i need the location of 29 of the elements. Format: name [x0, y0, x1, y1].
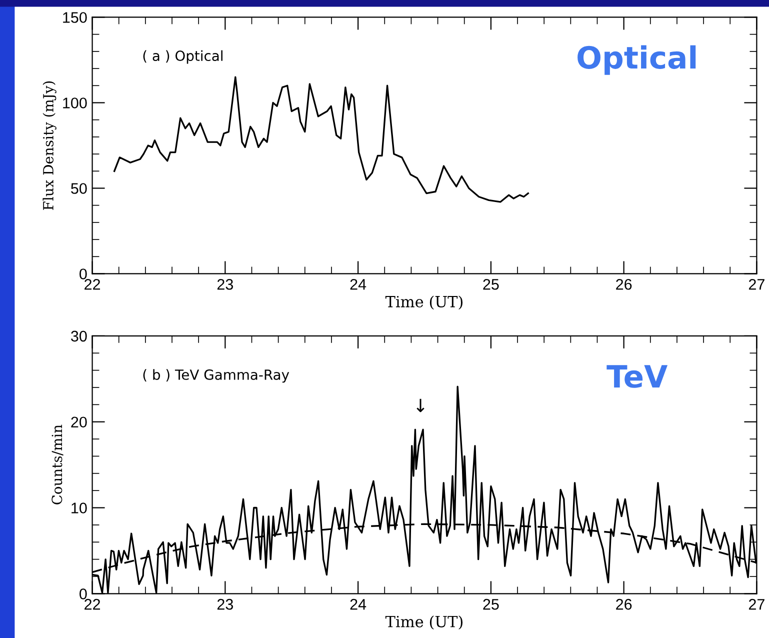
x-axis-title: Time (UT) — [385, 296, 463, 310]
x-tick-label: 24 — [350, 598, 366, 610]
x-tick-label: 27 — [748, 278, 764, 290]
annotation: Optical — [578, 45, 696, 75]
y-axis-title: Flux Density (mJy) — [42, 81, 56, 210]
x-tick-label: 23 — [217, 598, 233, 610]
annotation: TeV — [606, 365, 668, 388]
y-tick-label: 100 — [63, 98, 87, 108]
x-tick-label: 25 — [483, 598, 499, 610]
y-tick-label: 10 — [72, 502, 87, 514]
annotation: ( b ) TeV Gamma-Ray — [143, 369, 290, 383]
x-tick-label: 26 — [616, 278, 632, 290]
x-tick-label: 23 — [217, 278, 233, 290]
x-axis-title: Time (UT) — [385, 616, 463, 630]
x-tick-label: 22 — [84, 278, 100, 290]
y-tick-label: 0 — [80, 268, 87, 280]
y-tick-label: 150 — [63, 12, 87, 23]
y-tick-label: 20 — [71, 416, 87, 428]
x-tick-label: 24 — [350, 278, 366, 290]
annotation: ↓ — [416, 398, 424, 412]
x-tick-label: 22 — [84, 598, 100, 610]
y-axis-title: Counts/min — [52, 424, 64, 504]
annotation: ( a ) Optical — [143, 50, 222, 64]
y-tick-label: 0 — [80, 588, 87, 600]
x-tick-label: 25 — [483, 278, 499, 290]
y-tick-label: 50 — [71, 183, 87, 194]
x-tick-label: 27 — [748, 598, 764, 610]
y-tick-label: 30 — [71, 330, 87, 342]
x-tick-label: 26 — [616, 598, 632, 610]
